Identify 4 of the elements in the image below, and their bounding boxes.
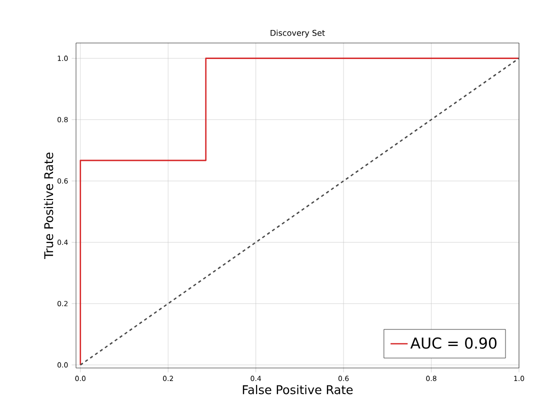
chart-title: Discovery Set (270, 30, 325, 38)
y-axis-title: True Positive Rate (44, 152, 54, 259)
x-axis-title: False Positive Rate (242, 384, 353, 394)
legend-label: AUC = 0.90 (410, 337, 496, 349)
